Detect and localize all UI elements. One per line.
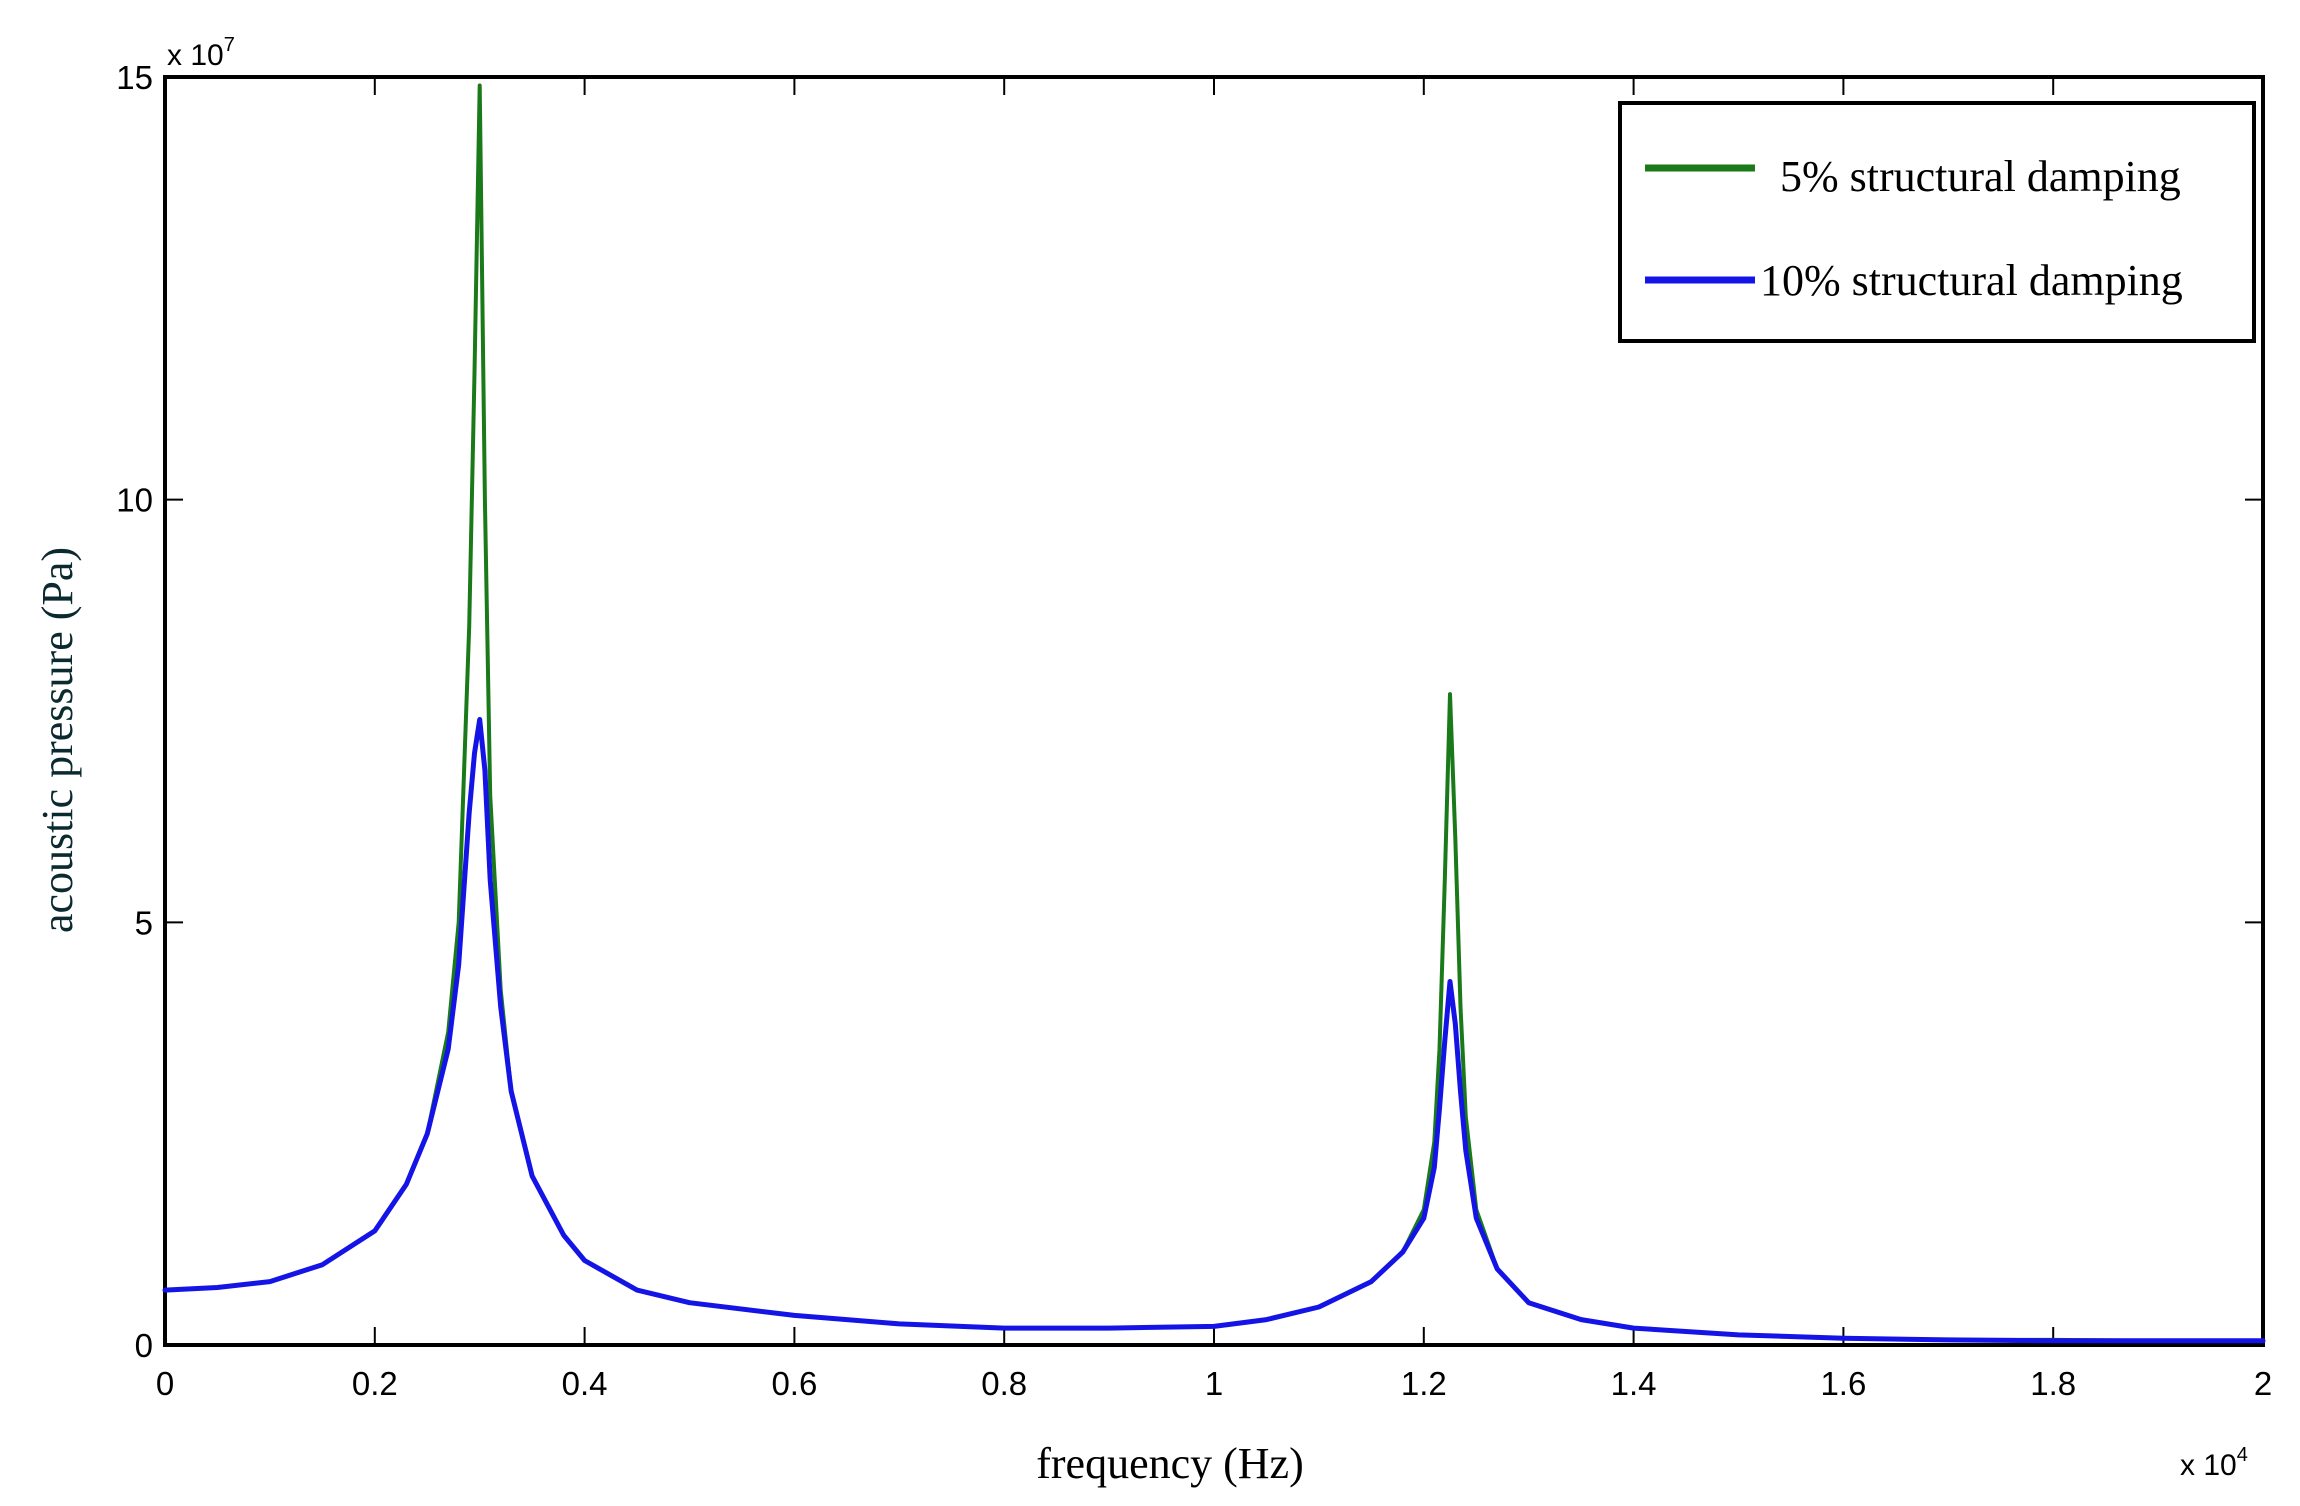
y-tick-label: 10 [116, 482, 153, 519]
legend-label-10pct: 10% structural damping [1760, 256, 2183, 305]
x-multiplier: x 104 [2180, 1444, 2248, 1482]
legend: 5% structural damping 10% structural dam… [1618, 101, 2256, 343]
x-tick-label: 1.2 [1401, 1365, 1447, 1402]
x-tick-label: 0 [156, 1365, 174, 1402]
y-multiplier-exp: 7 [224, 34, 235, 56]
y-tick-label: 15 [116, 59, 153, 96]
legend-label-5pct: 5% structural damping [1780, 152, 2181, 201]
x-multiplier-base: x 10 [2180, 1449, 2237, 1482]
x-tick-label: 1 [1205, 1365, 1223, 1402]
x-tick-label: 2 [2254, 1365, 2272, 1402]
x-tick-label: 0.2 [352, 1365, 398, 1402]
x-axis-title: frequency (Hz) [1036, 1439, 1304, 1488]
x-tick-label: 1.4 [1611, 1365, 1657, 1402]
y-tick-label: 0 [135, 1327, 153, 1364]
y-axis-title: acoustic pressure (Pa) [33, 547, 82, 933]
x-multiplier-exp: 4 [2237, 1444, 2248, 1466]
x-tick-label: 0.6 [771, 1365, 817, 1402]
series-line-10pct-damping [162, 717, 2266, 1344]
x-tick-label: 0.4 [562, 1365, 608, 1402]
x-tick-label: 1.6 [1820, 1365, 1866, 1402]
series-layer [162, 83, 2266, 1344]
legend-box [1618, 101, 2256, 343]
y-tick-label: 5 [135, 904, 153, 941]
y-multiplier: x 107 [167, 34, 235, 72]
axis-ticks [164, 76, 2264, 1346]
y-multiplier-base: x 10 [167, 39, 224, 72]
x-tick-label: 0.8 [981, 1365, 1027, 1402]
axis-tick-labels: 0 0.2 0.4 0.6 0.8 1 1.2 1.4 1.6 1.8 2 0 5 10 15 [116, 59, 2272, 1402]
x-tick-label: 1.8 [2030, 1365, 2076, 1402]
